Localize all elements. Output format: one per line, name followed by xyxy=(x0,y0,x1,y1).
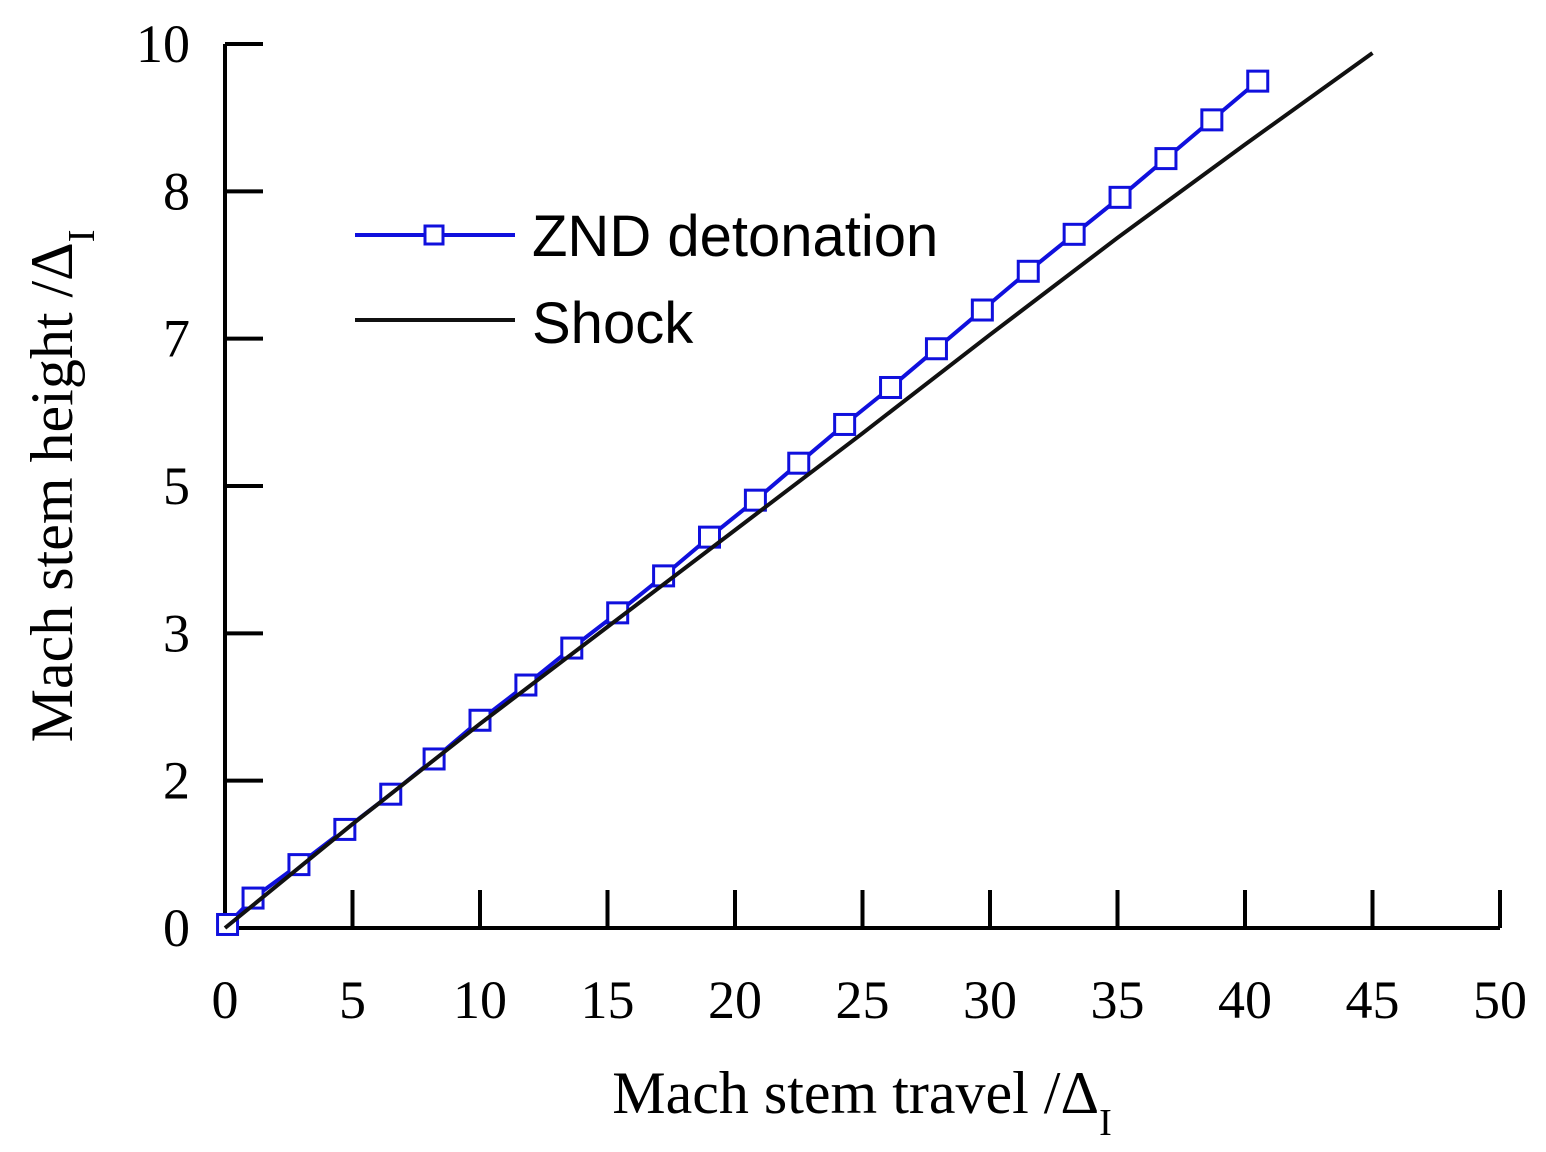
y-tick-label: 2 xyxy=(163,751,190,811)
y-tick-label: 10 xyxy=(136,14,190,74)
x-tick-label: 15 xyxy=(581,970,635,1030)
series-point-znd-detonation xyxy=(787,451,811,475)
legend-znd-marker xyxy=(423,224,445,246)
series-point-znd-detonation xyxy=(1154,147,1178,171)
y-tick-label: 0 xyxy=(163,898,190,958)
y-tick-label: 3 xyxy=(163,603,190,663)
series-line-shock xyxy=(223,51,1374,930)
series-point-znd-detonation xyxy=(743,488,767,512)
y-tick-label: 8 xyxy=(163,161,190,221)
legend-znd-label: ZND detonation xyxy=(532,204,938,269)
x-tick-label: 45 xyxy=(1346,970,1400,1030)
series-point-znd-detonation xyxy=(1108,185,1132,209)
x-axis-title-main: Mach stem travel /Δ xyxy=(612,1060,1099,1126)
series-point-znd-detonation xyxy=(833,412,857,436)
series-point-znd-detonation xyxy=(924,337,948,361)
x-tick-label: 40 xyxy=(1218,970,1272,1030)
series-point-znd-detonation xyxy=(1246,69,1270,93)
y-axis-title-subscript: I xyxy=(61,230,103,243)
y-ticks: 0 2 3 5 7 8 10 xyxy=(136,14,263,958)
x-tick-label: 20 xyxy=(708,970,762,1030)
x-tick-label: 0 xyxy=(212,970,239,1030)
x-tick-label: 10 xyxy=(453,970,507,1030)
series-point-znd-detonation xyxy=(1062,222,1086,246)
series-point-znd-detonation xyxy=(1200,108,1224,132)
series-point-znd-detonation xyxy=(879,375,903,399)
y-tick-label: 7 xyxy=(163,309,190,369)
x-ticks: 0 5 10 15 20 25 30 35 40 45 50 xyxy=(212,890,1527,1030)
x-tick-label: 35 xyxy=(1091,970,1145,1030)
series-point-znd-detonation xyxy=(514,673,538,697)
axes xyxy=(223,44,1500,930)
x-axis-title-subscript: I xyxy=(1099,1102,1112,1144)
x-tick-label: 25 xyxy=(836,970,890,1030)
legend: ZND detonation Shock xyxy=(355,204,938,356)
y-axis-title-main: Mach stem height /Δ xyxy=(19,242,85,742)
y-tick-label: 5 xyxy=(163,456,190,516)
x-axis-title: Mach stem travel /ΔI xyxy=(612,1060,1111,1144)
series-point-znd-detonation xyxy=(970,298,994,322)
x-tick-label: 30 xyxy=(963,970,1017,1030)
y-axis-title: Mach stem height /ΔI xyxy=(19,230,103,743)
series-layer xyxy=(216,51,1374,936)
x-tick-label: 5 xyxy=(339,970,366,1030)
x-tick-label: 50 xyxy=(1473,970,1527,1030)
series-point-znd-detonation xyxy=(1016,259,1040,283)
legend-shock-label: Shock xyxy=(532,291,694,356)
